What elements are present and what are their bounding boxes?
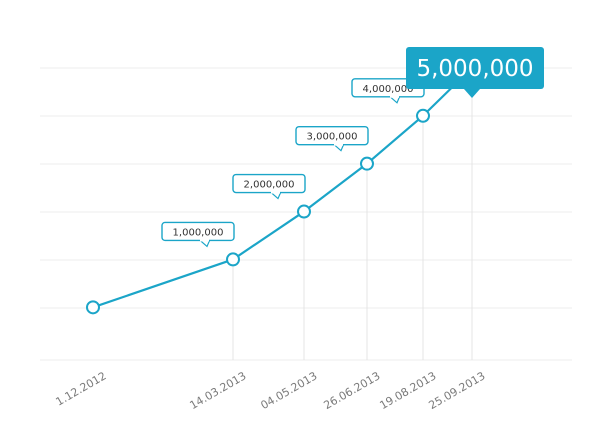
- gridlines: [40, 67, 572, 361]
- callout-box: [232, 173, 306, 194]
- series-line: [91, 66, 474, 309]
- x-tick-label: 26.06.2013: [321, 369, 382, 412]
- value-callout: 3,000,000: [295, 125, 369, 152]
- x-axis-ticks: 1.12.2012 14.03.2013 04.05.2013 26.06.20131…: [54, 369, 488, 412]
- data-point[interactable]: [86, 300, 100, 315]
- data-point[interactable]: [297, 204, 311, 219]
- x-tick-label: 04.05.2013: [258, 369, 319, 412]
- value-label: 2,000,000: [244, 180, 295, 191]
- x-tick-label: 14.03.2013: [187, 369, 248, 412]
- callout-pointer-join: [334, 143, 343, 146]
- value-label: 4,000,000: [363, 84, 414, 95]
- data-labels: 1,000,000 2,000,000 3,000,000 4,000,0005,00…: [161, 47, 544, 248]
- callout-pointer-join: [390, 95, 399, 98]
- series: [91, 66, 474, 309]
- drop-lines: [232, 67, 473, 360]
- callout-pointer-join: [271, 191, 280, 194]
- highlight-callout-pointer: [464, 89, 480, 98]
- callout-box: [161, 221, 235, 242]
- value-label: 1,000,000: [173, 227, 224, 238]
- highlight-callout: 5,000,000: [406, 47, 544, 98]
- highlight-value-label: 5,000,000: [416, 56, 533, 82]
- data-point[interactable]: [226, 252, 240, 267]
- x-tick-label: 1.12.2012: [54, 369, 109, 408]
- callout-box: [295, 125, 369, 146]
- value-label: 3,000,000: [307, 132, 358, 143]
- callout-pointer-join: [200, 238, 209, 242]
- value-callout: 2,000,000: [232, 173, 306, 200]
- data-point[interactable]: [360, 156, 374, 171]
- data-point[interactable]: [416, 108, 430, 123]
- value-callout: 1,000,000: [161, 221, 235, 248]
- highlight-callout-box: [406, 47, 544, 89]
